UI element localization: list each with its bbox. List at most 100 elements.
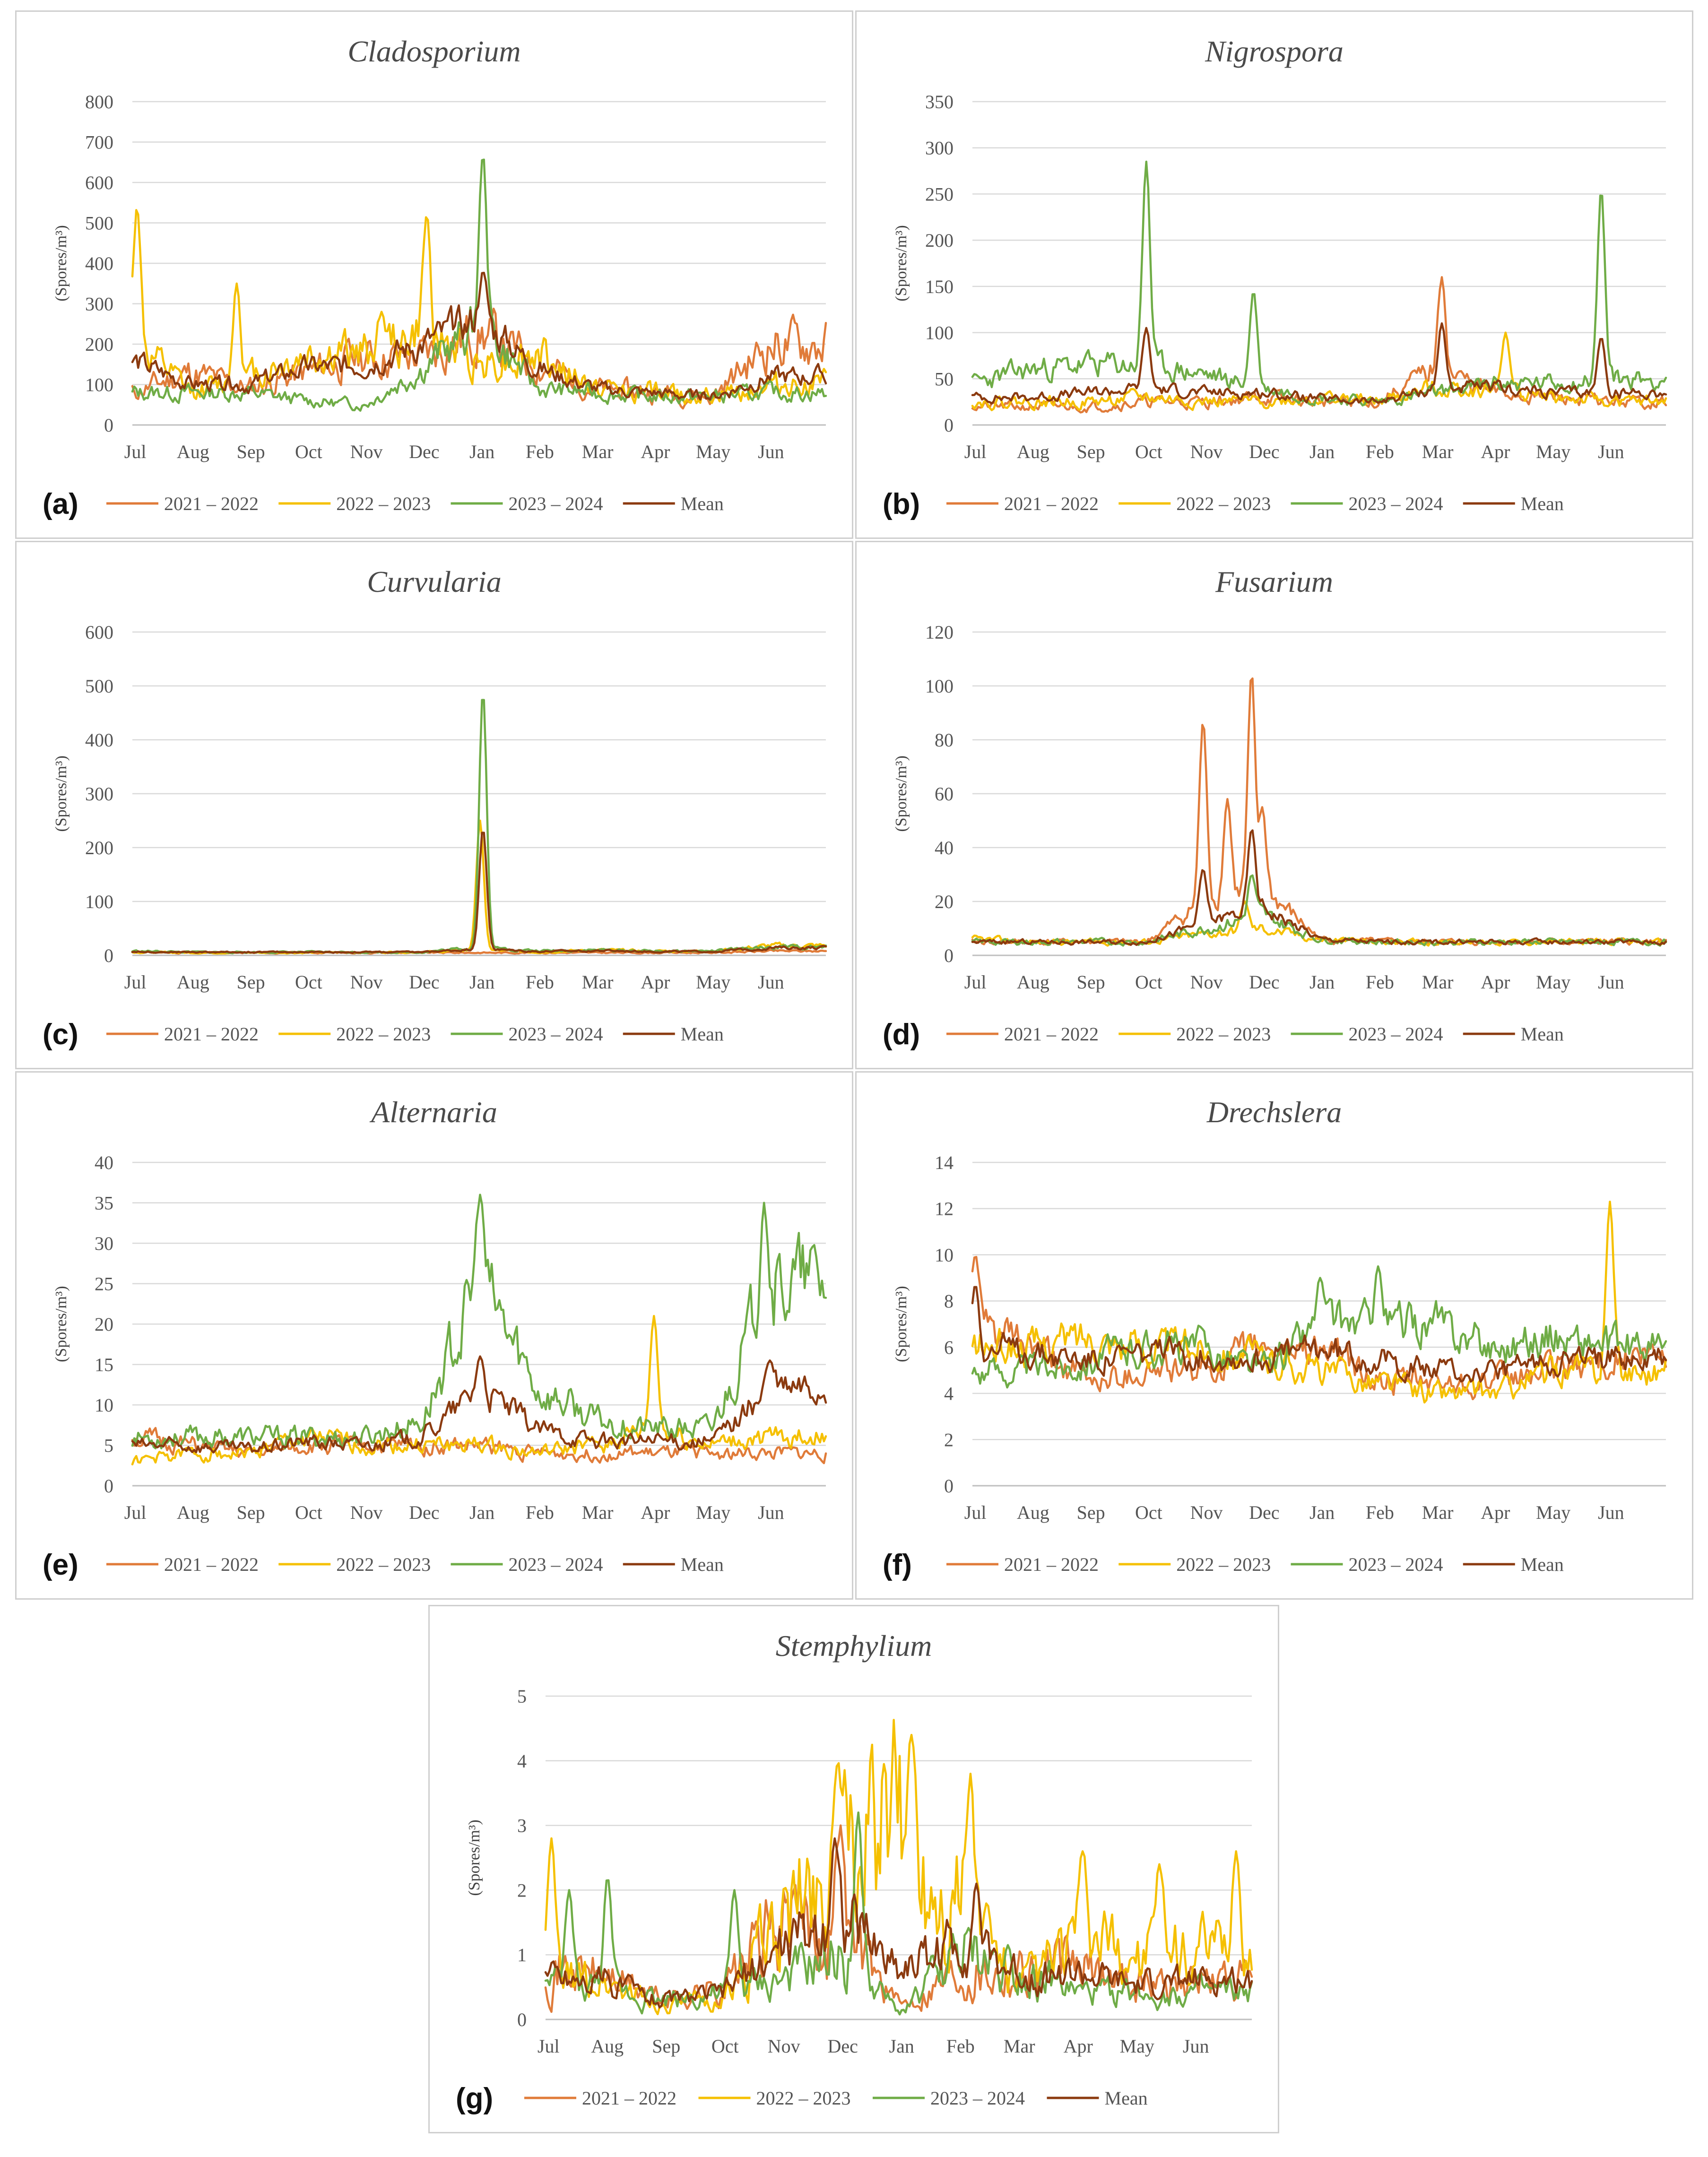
y-tick-label: 40 [95, 1152, 113, 1173]
y-tick-label: 0 [944, 1475, 954, 1497]
y-tick-label: 400 [85, 729, 113, 751]
x-tick-label: May [696, 1502, 730, 1523]
x-tick-label: Jan [889, 2036, 914, 2057]
x-tick-label: Feb [1366, 1502, 1394, 1523]
y-axis-label: (Spores/m³) [52, 755, 70, 832]
legend-label-2022-2023: 2022 – 2023 [336, 1023, 431, 1045]
x-tick-label: Jul [964, 441, 987, 462]
legend-label-2022-2023: 2022 – 2023 [1176, 1023, 1271, 1045]
y-tick-label: 15 [95, 1354, 113, 1376]
series-line-mean [544, 1837, 1253, 2009]
y-tick-label: 60 [935, 783, 954, 805]
x-tick-label: Jun [1598, 971, 1624, 993]
x-tick-label: Mar [1422, 441, 1454, 462]
x-tick-label: Sep [237, 1502, 265, 1523]
y-tick-label: 600 [85, 622, 113, 643]
x-tick-label: Aug [1017, 1502, 1049, 1523]
legend-label-2023-2024: 2023 – 2024 [509, 1554, 603, 1575]
y-tick-label: 700 [85, 132, 113, 153]
x-tick-label: Jul [538, 2036, 560, 2057]
legend-label-2021-2022: 2021 – 2022 [164, 493, 259, 514]
x-tick-label: Nov [350, 441, 383, 462]
series-line-2023-2024 [544, 1811, 1253, 2016]
y-tick-label: 35 [95, 1193, 113, 1214]
chart-panel-fusarium: Fusarium 0 20 40 60 80 100 120 Jul Aug Sep Oct Nov De… [855, 541, 1693, 1069]
x-tick-label: Jun [758, 971, 784, 993]
x-tick-label: Feb [526, 441, 554, 462]
x-tick-label: Sep [1077, 1502, 1105, 1523]
x-tick-label: Dec [409, 1502, 439, 1523]
legend-label-2023-2024: 2023 – 2024 [509, 493, 603, 514]
x-tick-label: Nov [350, 971, 383, 993]
panel-letter: (g) [456, 2082, 493, 2115]
x-tick-label: Aug [177, 971, 209, 993]
y-tick-label: 800 [85, 91, 113, 113]
x-tick-label: Feb [946, 2036, 975, 2057]
x-tick-label: Feb [526, 1502, 554, 1523]
x-tick-label: Oct [295, 441, 322, 462]
x-tick-label: Jul [124, 1502, 147, 1523]
x-tick-label: Jul [124, 441, 147, 462]
x-tick-label: Apr [1481, 971, 1510, 993]
y-tick-label: 2 [517, 1880, 527, 1901]
panel-letter: (b) [883, 488, 920, 520]
chart-title: Alternaria [369, 1095, 497, 1129]
y-tick-label: 100 [925, 322, 954, 344]
x-tick-label: Jul [964, 971, 987, 993]
y-tick-label: 20 [95, 1314, 113, 1335]
x-tick-label: Jul [964, 1502, 987, 1523]
y-tick-label: 10 [95, 1395, 113, 1416]
legend-label-mean: Mean [1521, 1554, 1564, 1575]
chart-panel-drechslera: Drechslera 0 2 4 6 8 10 12 14 Jul Aug Sep Oct Nov Dec J… [855, 1071, 1693, 1600]
y-tick-label: 14 [935, 1152, 954, 1173]
y-tick-label: 40 [935, 837, 954, 858]
y-tick-label: 500 [85, 213, 113, 234]
legend-label-2023-2024: 2023 – 2024 [1349, 1554, 1443, 1575]
y-tick-label: 0 [104, 415, 113, 436]
y-tick-label: 0 [944, 945, 954, 966]
legend-label-mean: Mean [1521, 1023, 1564, 1045]
legend-label-mean: Mean [681, 1554, 724, 1575]
series-line-2022-2023 [971, 331, 1667, 411]
x-tick-label: Feb [1366, 441, 1394, 462]
y-tick-label: 100 [925, 676, 954, 697]
x-tick-label: Oct [711, 2036, 739, 2057]
y-tick-label: 500 [85, 676, 113, 697]
x-tick-label: Mar [582, 971, 614, 993]
y-tick-label: 5 [517, 1686, 527, 1707]
legend-label-2021-2022: 2021 – 2022 [582, 2088, 676, 2109]
y-axis-label: (Spores/m³) [893, 1286, 910, 1362]
x-tick-label: Apr [641, 1502, 670, 1523]
x-tick-label: Jun [758, 441, 784, 462]
y-tick-label: 100 [85, 891, 113, 912]
y-axis-label: (Spores/m³) [52, 1286, 70, 1362]
y-tick-label: 300 [85, 783, 113, 805]
series-line-mean [131, 271, 827, 401]
x-tick-label: Dec [1249, 441, 1279, 462]
series-line-mean [131, 1355, 827, 1454]
x-tick-label: Nov [768, 2036, 800, 2057]
x-tick-label: Jan [1309, 441, 1335, 462]
x-tick-label: Jan [469, 441, 494, 462]
x-tick-label: Dec [828, 2036, 858, 2057]
y-tick-label: 350 [925, 91, 954, 113]
x-tick-label: Oct [1135, 971, 1162, 993]
chart-panel-stemphylium: Stemphylium 0 1 2 3 4 5 Jul Aug Sep Oct Nov Dec Jan Fe… [428, 1605, 1279, 2133]
chart-svg-f: Drechslera 0 2 4 6 8 10 12 14 Jul Aug Sep Oct Nov Dec J… [883, 1095, 1667, 1581]
chart-panel-curvularia: Curvularia 0 100 200 300 400 500 600 Jul Aug Sep Oc… [15, 541, 853, 1069]
chart-panel-cladosporium: Cladosporium 0 100 200 300 400 500 600 700 800 Jul… [15, 10, 853, 539]
x-tick-label: Sep [237, 971, 265, 993]
legend-label-2022-2023: 2022 – 2023 [336, 493, 431, 514]
x-tick-label: Apr [641, 971, 670, 993]
x-tick-label: May [1536, 971, 1570, 993]
x-tick-label: Dec [409, 441, 439, 462]
y-tick-label: 400 [85, 253, 113, 274]
y-tick-label: 30 [95, 1233, 113, 1254]
x-tick-label: May [1536, 1502, 1570, 1523]
x-tick-label: Feb [526, 971, 554, 993]
legend-label-2022-2023: 2022 – 2023 [756, 2088, 851, 2109]
legend-label-2023-2024: 2023 – 2024 [1349, 1023, 1443, 1045]
legend-label-2023-2024: 2023 – 2024 [509, 1023, 603, 1045]
x-tick-label: Mar [1422, 971, 1454, 993]
chart-title: Cladosporium [347, 35, 520, 68]
